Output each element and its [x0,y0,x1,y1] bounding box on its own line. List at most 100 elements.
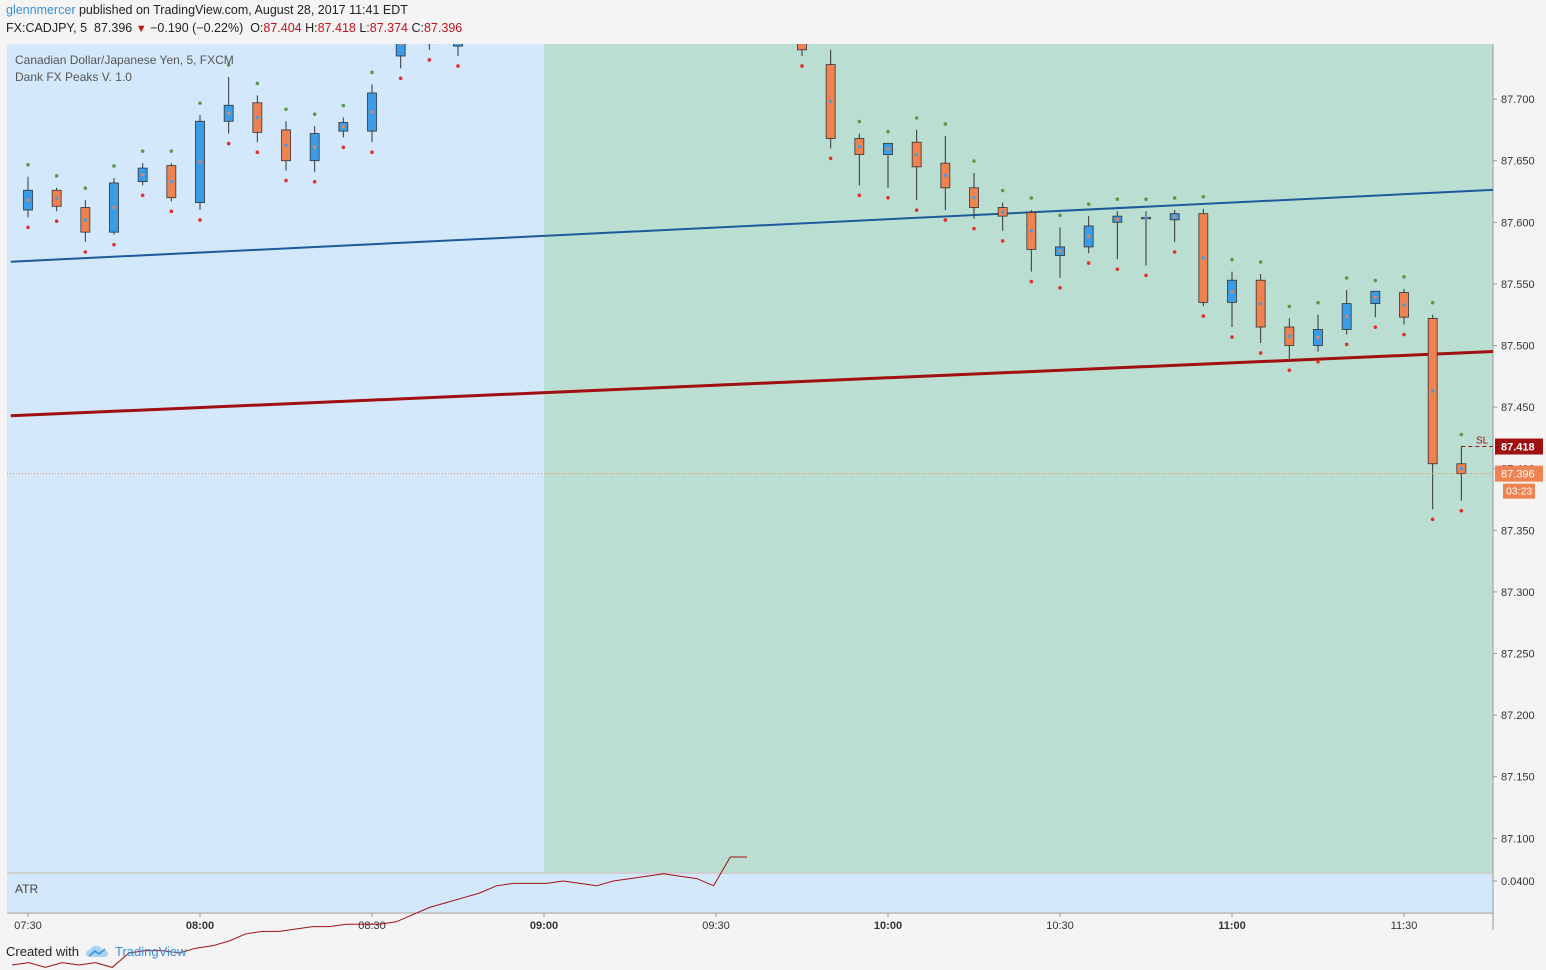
peak-dot [140,149,145,153]
peak-dot [1402,275,1406,279]
peak-dot [399,11,403,15]
peak-dot [1259,302,1263,306]
peak-dot [1115,217,1119,221]
y-tick-label: 87.250 [1501,649,1535,661]
down-arrow-icon: ▼ [135,23,147,35]
sl-price-box [1495,438,1543,455]
peak-dot [255,81,260,86]
atr-legend[interactable]: ATR [15,882,39,896]
countdown-label: 03:23 [1506,486,1532,498]
candle-body [453,44,463,47]
session-background [544,44,1493,872]
peak-dot [0,221,1,225]
peak-dot [0,179,1,183]
peak-dot [456,37,459,40]
peak-dot [1029,279,1034,284]
x-tick-label: 07:30 [14,920,42,932]
last-price: 87.396 [94,21,133,35]
x-tick-label: 08:00 [186,920,214,932]
open-label: O: [250,21,264,35]
peak-dot [1373,278,1378,283]
peak-dot [1087,234,1091,239]
peak-dot [1115,267,1120,272]
x-tick-label: 11:30 [1391,920,1418,932]
peak-dot [112,205,116,210]
peak-dot [398,76,403,81]
peak-dot [972,226,976,231]
peak-dot [828,156,833,161]
y-tick-label: 87.450 [1501,402,1535,414]
peak-dot [141,173,145,177]
peak-dot [1287,304,1292,309]
high-label: H: [305,21,318,35]
candle-body [395,44,406,57]
atr-line [11,856,747,968]
peak-dot [112,242,116,247]
close-label: C: [411,21,424,35]
peak-dot [54,174,59,178]
tradingview-cloud-icon [85,945,108,957]
peak-dot [169,149,174,153]
peak-dot [829,99,833,104]
peak-dot [428,0,432,3]
peak-dot [1029,229,1033,233]
sl-price-label: 87.418 [1501,442,1535,454]
y-tick-label: 87.700 [1501,94,1535,106]
indicator-legend[interactable]: Dank FX Peaks V. 1.0 [15,70,132,84]
peak-dot [1000,239,1005,243]
y-tick-label: 87.300 [1501,587,1535,599]
peak-dot [198,160,202,164]
peak-dot [54,219,59,224]
peak-dot [341,103,346,108]
tradingview-link[interactable]: TradingView [114,944,187,959]
open-value: 87.404 [263,21,302,35]
peak-dot [1201,256,1205,260]
peak-dot [0,207,1,210]
peak-dot [1000,188,1005,193]
y-tick-label: 87.550 [1501,279,1535,291]
peak-dot [914,208,919,212]
peak-dot [83,218,87,222]
last-price-box [1495,465,1543,482]
peak-dot [857,193,862,198]
peak-dot [227,111,231,115]
peak-dot [1344,276,1349,280]
peak-dot [1402,332,1406,337]
peak-dot [886,147,890,151]
created-with-label: Created with [6,944,79,959]
x-tick-label: 11:00 [1218,920,1246,932]
peak-dot [914,116,919,120]
low-label: L: [359,21,370,35]
atr-axis-label: 0.0400 [1501,876,1535,888]
peak-dot [1230,335,1234,339]
peak-dot [857,144,861,149]
peak-dot [1316,335,1320,340]
peak-dot [1258,260,1263,264]
candle-body [797,44,807,51]
peak-dot [1287,368,1292,373]
peak-dot [1115,197,1120,202]
series-legend[interactable]: Canadian Dollar/Japanese Yen, 5, FXCM [15,53,234,67]
peak-dot [312,112,317,117]
peak-dot [313,145,317,149]
peak-dot [1172,250,1177,254]
peak-dot [341,145,346,150]
peak-dot [55,196,59,200]
peak-dot [140,193,145,198]
footer: Created with TradingView [6,944,187,959]
candle-body [424,44,435,45]
peak-dot [1373,295,1377,300]
author-link[interactable]: glennmercer [6,3,76,17]
peak-dot [1431,389,1435,393]
peak-dot [341,125,345,129]
peak-dot [1345,314,1349,319]
peak-dot [1086,261,1091,265]
peak-dot [169,209,174,214]
peak-dot [1287,334,1291,338]
price-change: −0.190 (−0.22%) [150,21,244,35]
peak-dot [943,218,948,222]
peak-dot [1144,273,1148,278]
y-tick-label: 87.150 [1501,772,1535,784]
peak-dot [26,225,30,230]
